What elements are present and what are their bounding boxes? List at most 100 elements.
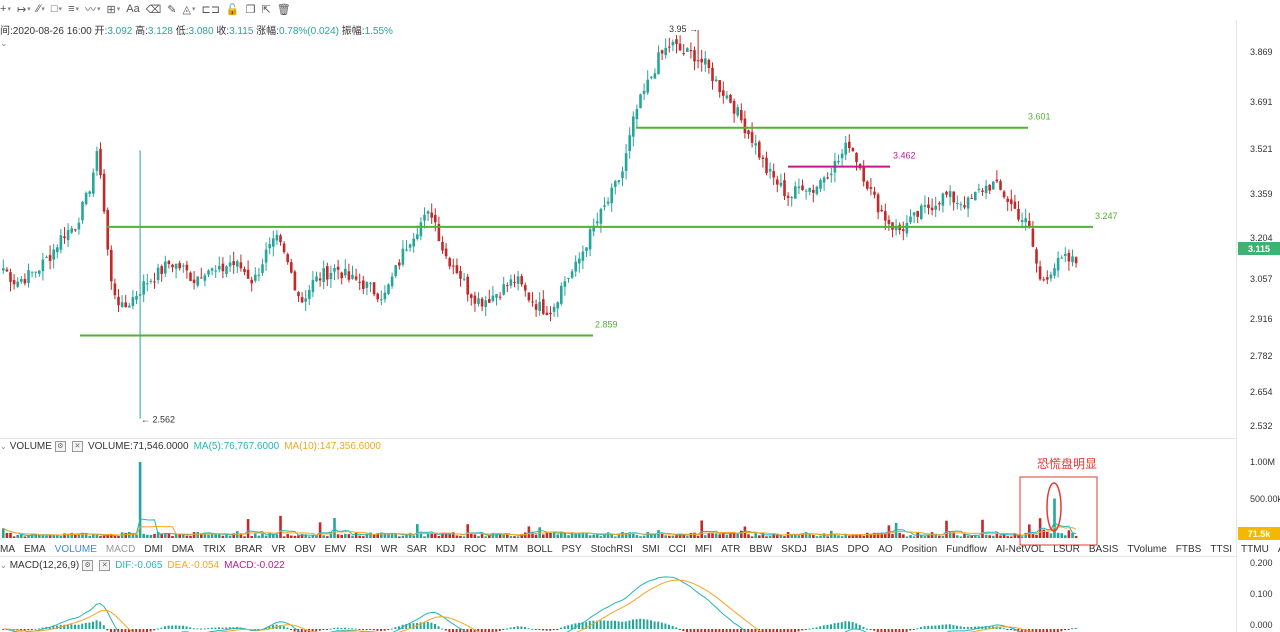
indicator-tab[interactable]: DMI <box>144 543 163 555</box>
collapse-chevron-icon[interactable]: ⌄ <box>0 38 8 48</box>
candle-body <box>214 270 217 272</box>
indicator-tab[interactable]: OBV <box>294 543 316 555</box>
indicator-tab[interactable]: TTMU <box>1241 543 1269 555</box>
pencil-icon[interactable]: ✎ <box>167 3 177 16</box>
volume-bar <box>934 533 937 538</box>
measure-icon[interactable]: ◬ ▾ <box>182 3 196 16</box>
eraser-icon[interactable]: ⌫ <box>145 3 162 16</box>
chevron-down-icon[interactable]: ▾ <box>97 6 101 13</box>
volume-bar <box>16 534 19 538</box>
indicator-tab[interactable]: ROC <box>464 543 487 555</box>
candle-body <box>1031 228 1035 247</box>
parallel-lines-icon[interactable]: ≡ ▾ <box>68 3 79 15</box>
indicator-tab[interactable]: SAR <box>406 543 428 555</box>
close-icon[interactable]: ✕ <box>99 560 111 571</box>
indicator-tab[interactable]: EMV <box>324 543 347 555</box>
candle-body <box>923 205 927 207</box>
horizontal-line-icon[interactable]: ↦ ▾ <box>16 3 31 16</box>
indicator-tab[interactable]: DMA <box>171 543 194 555</box>
collapse-chevron-icon[interactable]: ⌄ <box>0 442 7 451</box>
settings-icon[interactable]: ⚙ <box>54 441 66 452</box>
indicator-tab[interactable]: BOLL <box>527 543 553 555</box>
chevron-down-icon[interactable]: ▾ <box>116 6 121 13</box>
collapse-chevron-icon[interactable]: ⌄ <box>0 561 7 570</box>
indicator-tab[interactable]: CCI <box>668 543 686 555</box>
candle-body <box>329 272 333 280</box>
candle-body <box>77 222 81 230</box>
macd-histogram-bar <box>765 629 768 632</box>
indicator-tab[interactable]: Position <box>901 543 938 555</box>
chevron-down-icon[interactable]: ▾ <box>41 6 45 13</box>
indicator-tab[interactable]: StochRSI <box>590 543 633 555</box>
macd-histogram-bar <box>394 627 397 629</box>
candlestick-chart[interactable]: 3.601 3.462 3.247 2.859 3.95 → ← 2.562 <box>0 0 1236 632</box>
wave-icon[interactable]: 〰 ▾ <box>85 4 101 16</box>
indicator-tab[interactable]: MACD <box>105 543 136 555</box>
candle-body <box>664 47 667 56</box>
trash-icon[interactable]: 🗑 <box>276 3 291 16</box>
indicator-tab[interactable]: BASIS <box>1088 543 1119 555</box>
indicator-tab[interactable]: BIAS <box>815 543 839 555</box>
lock-icon[interactable]: 🔓 <box>225 3 240 16</box>
candle-body <box>20 279 23 282</box>
indicator-tab[interactable]: SMI <box>641 543 660 555</box>
crosshair-icon[interactable]: + ▾ <box>0 3 11 15</box>
macd-histogram-bar <box>686 629 688 632</box>
rectangle-icon[interactable]: □ ▾ <box>50 3 63 15</box>
indicator-tab[interactable]: VOLUME <box>54 543 97 555</box>
trend-line-icon[interactable]: ⁄⁄ ▾ <box>36 3 45 15</box>
candle-body <box>1028 221 1031 227</box>
macd-histogram-bar <box>567 625 570 629</box>
indicator-tab[interactable]: VR <box>271 543 286 555</box>
volume-bar <box>758 535 761 538</box>
indicator-tab[interactable]: DPO <box>847 543 870 555</box>
macd-histogram-bar <box>516 626 519 629</box>
macd-histogram-bar <box>635 619 638 629</box>
volume-bar <box>106 534 109 538</box>
indicator-tab[interactable]: PSY <box>561 543 582 555</box>
candle-body <box>945 191 948 195</box>
indicator-tab[interactable]: SKDJ <box>781 543 807 555</box>
indicator-tab[interactable]: RSI <box>355 543 372 555</box>
link-icon[interactable]: ⊏⊐ <box>201 3 220 16</box>
volume-bar <box>279 515 282 538</box>
chevron-down-icon[interactable]: ▾ <box>27 6 31 13</box>
indicator-tab[interactable]: MTM <box>495 543 519 555</box>
indicator-tab[interactable]: FTBS <box>1175 543 1202 555</box>
chevron-down-icon[interactable]: ▾ <box>7 6 11 13</box>
export-icon[interactable]: ⇱ <box>261 3 271 16</box>
macd-histogram-bar <box>488 629 490 632</box>
indicator-tab[interactable]: EMA <box>24 543 46 555</box>
indicator-tab[interactable]: BRAR <box>234 543 263 555</box>
close-icon[interactable]: ✕ <box>71 441 83 452</box>
candle-body <box>725 95 729 99</box>
macd-histogram-bar <box>916 628 919 630</box>
chevron-down-icon[interactable]: ▾ <box>58 6 63 13</box>
chevron-down-icon[interactable]: ▾ <box>75 6 79 13</box>
grid-icon[interactable]: ⊞ ▾ <box>106 3 121 16</box>
candle-body <box>642 90 646 94</box>
chevron-down-icon[interactable]: ▾ <box>191 6 196 13</box>
candle-body <box>682 53 685 55</box>
indicator-tab[interactable]: KDJ <box>436 543 456 555</box>
volume-bar <box>318 522 322 538</box>
indicator-tab[interactable]: TVolume <box>1127 543 1167 555</box>
indicator-tab[interactable]: TTSI <box>1210 543 1233 555</box>
candle-body <box>315 276 318 282</box>
indicator-tab[interactable]: LSUR <box>1053 543 1080 555</box>
indicator-tab[interactable]: MFI <box>694 543 713 555</box>
text-icon[interactable]: Aa <box>126 3 140 15</box>
indicator-tab[interactable]: BBW <box>749 543 773 555</box>
candle-body <box>466 276 469 295</box>
indicator-tab[interactable]: AI-BSI <box>1278 544 1280 555</box>
indicator-tab[interactable]: Fundflow <box>946 543 987 555</box>
copy-icon[interactable]: ❐ <box>245 3 256 16</box>
settings-icon[interactable]: ⚙ <box>82 560 94 571</box>
indicator-tab[interactable]: TRIX <box>202 543 226 555</box>
indicator-tab[interactable]: AI-NetVOL <box>995 543 1045 555</box>
indicator-tab[interactable]: MA <box>0 543 15 555</box>
candle-body <box>380 299 383 301</box>
indicator-tab[interactable]: ATR <box>721 543 741 555</box>
indicator-tab[interactable]: WR <box>380 543 398 555</box>
indicator-tab[interactable]: AO <box>878 543 893 555</box>
